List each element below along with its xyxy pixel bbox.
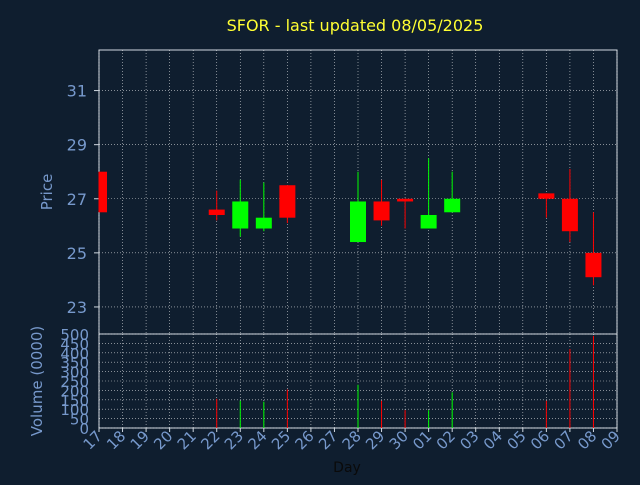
candle-body [255, 217, 272, 229]
price-tick-label: 23 [67, 298, 87, 317]
volume-tick-label: 300 [60, 364, 89, 382]
candle-body [99, 171, 107, 213]
x-axis: 1718192021222324252627282930010203040506… [80, 427, 624, 453]
candle-body [279, 185, 296, 218]
candle-body [561, 198, 578, 232]
volume-tick-label: 100 [60, 401, 89, 419]
volume-tick-label: 400 [60, 345, 89, 363]
candle-body [585, 252, 602, 278]
candle-body [538, 193, 555, 199]
volume-tick-label: 50 [70, 411, 89, 429]
volume-tick-label: 250 [60, 373, 89, 391]
candle-body [208, 209, 225, 215]
price-panel: 23 25 27 29 31 [67, 49, 618, 335]
volume-tick-label: 0 [79, 420, 89, 438]
candle-body [444, 198, 461, 213]
volume-axis-label: Volume (0000) [28, 326, 46, 436]
volume-tick-label: 150 [60, 392, 89, 410]
volume-tick-label: 350 [60, 354, 89, 372]
candle-body [232, 201, 249, 229]
chart-title: SFOR - last updated 08/05/2025 [227, 16, 484, 35]
candle-body [397, 198, 414, 202]
volume-tick-label: 200 [60, 382, 89, 400]
candle-body [373, 201, 390, 221]
candle-body [350, 201, 366, 243]
candle-body [420, 214, 437, 229]
volume-tick-label: 450 [60, 335, 89, 353]
price-axis-label: Price [38, 174, 56, 211]
x-axis-label: Day [333, 460, 361, 476]
price-tick-label: 25 [67, 244, 87, 263]
price-tick-label: 31 [67, 82, 87, 101]
price-tick-label: 29 [67, 136, 87, 155]
price-tick-label: 27 [67, 190, 87, 209]
volume-tick-label: 500 [60, 326, 89, 344]
